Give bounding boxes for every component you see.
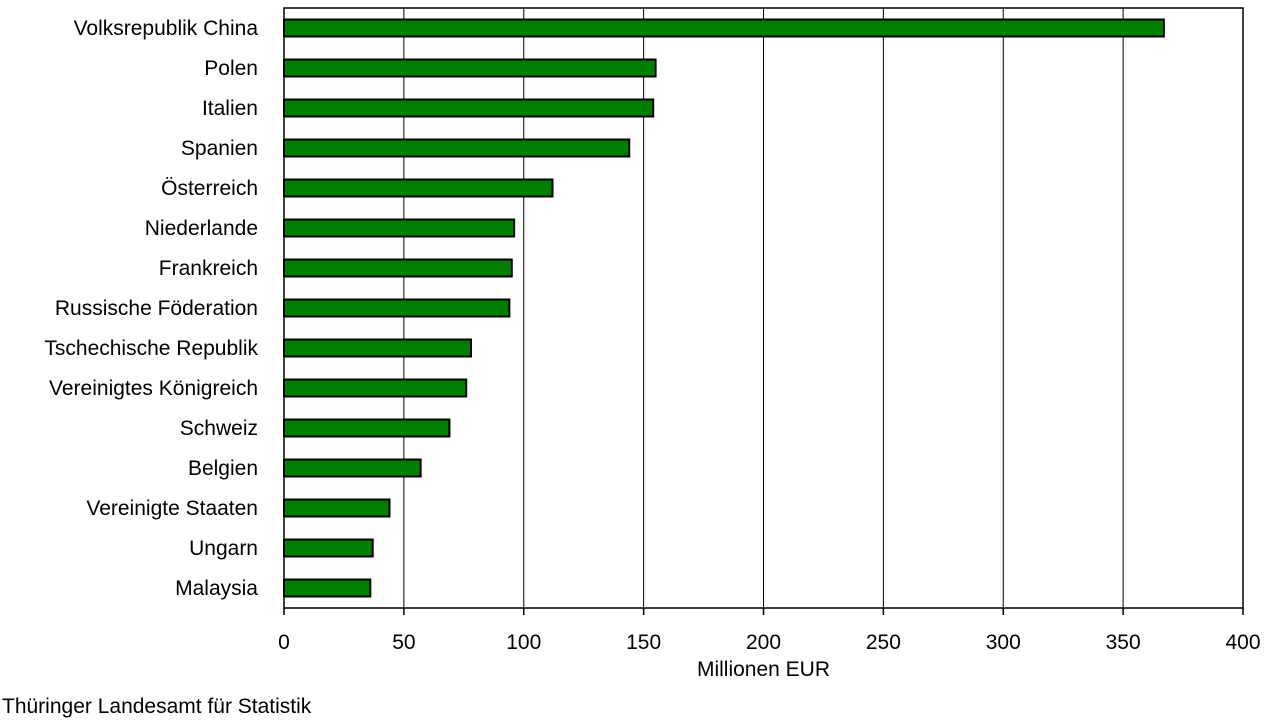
category-label: Frankreich [159, 257, 258, 280]
bar [283, 58, 657, 78]
bar [283, 418, 451, 438]
x-tick-label: 300 [986, 631, 1021, 654]
source-note: Thüringer Landesamt für Statistik [2, 695, 312, 718]
category-label: Polen [204, 57, 258, 80]
category-label: Tschechische Republik [44, 337, 258, 360]
x-tick-label: 200 [746, 631, 781, 654]
plot-area-frame [283, 7, 1244, 609]
bar [283, 218, 516, 238]
x-tick-label: 350 [1106, 631, 1141, 654]
bar [283, 498, 391, 518]
bar [283, 338, 473, 358]
bar [283, 578, 372, 598]
category-label: Italien [202, 97, 258, 120]
category-label: Ungarn [189, 537, 258, 560]
bar [283, 138, 631, 158]
bar [283, 258, 513, 278]
x-tick-label: 100 [506, 631, 541, 654]
category-label: Schweiz [180, 417, 258, 440]
category-label: Vereinigte Staaten [86, 497, 258, 520]
category-label: Volksrepublik China [74, 17, 259, 40]
x-tick-label: 50 [392, 631, 415, 654]
category-label: Spanien [181, 137, 258, 160]
category-label: Russische Föderation [55, 297, 258, 320]
bar [283, 98, 655, 118]
x-tick-label: 400 [1225, 631, 1260, 654]
bar [283, 458, 422, 478]
x-axis-title: Millionen EUR [697, 658, 830, 681]
category-label: Malaysia [175, 577, 258, 600]
bars [283, 18, 1165, 598]
category-label: Österreich [161, 177, 258, 200]
bar [283, 178, 554, 198]
category-label: Belgien [188, 457, 258, 480]
x-tick-label: 150 [626, 631, 661, 654]
bar [283, 298, 511, 318]
bar [283, 538, 374, 558]
x-tick-label: 0 [278, 631, 290, 654]
category-labels: Volksrepublik China Polen Italien Spanien Ös… [44, 17, 258, 600]
bar [283, 378, 468, 398]
x-tick-label: 250 [866, 631, 901, 654]
bar [283, 18, 1165, 38]
category-label: Vereinigtes Königreich [49, 377, 258, 400]
x-axis-tick-labels: 0 50 100 150 200 250 300 350 400 [278, 631, 1260, 654]
category-label: Niederlande [145, 217, 258, 240]
